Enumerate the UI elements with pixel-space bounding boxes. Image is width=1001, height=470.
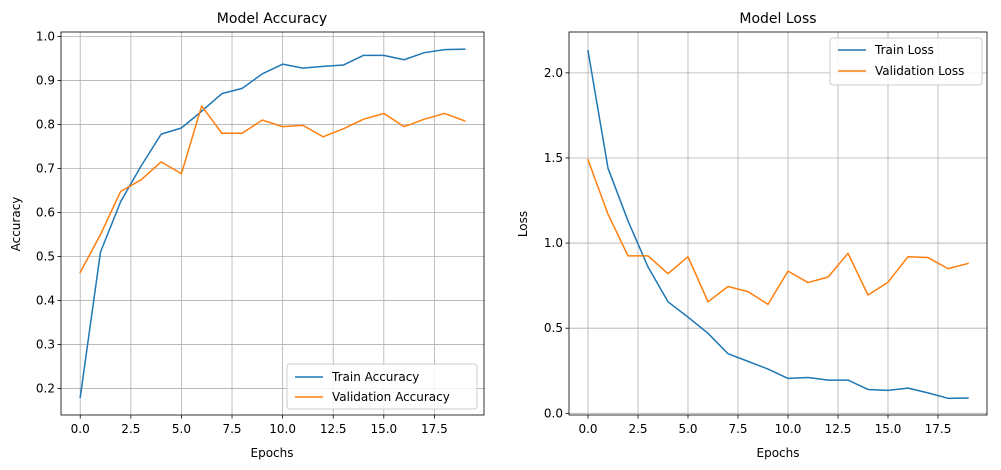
accuracy-legend-box (286, 363, 478, 410)
loss-series-train-line (587, 49, 969, 400)
accuracy-grid (61, 32, 484, 415)
loss-legend: Train Loss Validation Loss (829, 37, 983, 86)
accuracy-y-tick-label: 1.0 (36, 29, 55, 43)
loss-x-tick-label: 5.0 (678, 422, 697, 436)
accuracy-x-tick-label: 15.0 (370, 422, 397, 436)
accuracy-x-tick-label: 5.0 (172, 422, 191, 436)
accuracy-series (79, 48, 466, 399)
loss-x-tick-label: 17.5 (925, 422, 952, 436)
accuracy-x-tick-label: 2.5 (121, 422, 140, 436)
loss-series (587, 49, 969, 400)
loss-x-tick-label: 15.0 (875, 422, 902, 436)
loss-legend-label-validation: Validation Loss (875, 64, 964, 78)
accuracy-y-tick-label: 0.9 (36, 73, 55, 87)
accuracy-x-tick-label: 17.5 (421, 422, 448, 436)
accuracy-legend: Train Accuracy Validation Accuracy (286, 363, 478, 410)
accuracy-legend-label-train: Train Accuracy (331, 370, 419, 384)
accuracy-series-train-line (79, 48, 466, 399)
loss-chart: 0.0 2.5 5.0 7.5 10.0 12.5 15.0 17.5 0.0 0.5 1.0 1.5… (516, 11, 988, 460)
accuracy-y-tick-label: 0.8 (36, 117, 55, 131)
loss-x-axis-label: Epochs (757, 446, 800, 460)
loss-x-tick-label: 0.0 (578, 422, 597, 436)
accuracy-x-axis-label: Epochs (251, 446, 294, 460)
accuracy-y-tick-label: 0.2 (36, 382, 55, 396)
accuracy-y-tick-label: 0.3 (36, 338, 55, 352)
loss-x-tick-label: 7.5 (728, 422, 747, 436)
loss-x-tick-label: 10.0 (775, 422, 802, 436)
loss-ticks: 0.0 2.5 5.0 7.5 10.0 12.5 15.0 17.5 0.0 0.5 1.0 1.5… (544, 66, 951, 436)
loss-x-tick-label: 2.5 (628, 422, 647, 436)
loss-axes-frame (568, 31, 988, 416)
loss-y-tick-label: 0.5 (544, 321, 563, 335)
accuracy-ticks: 0.0 2.5 5.0 7.5 10.0 12.5 15.0 17.5 0.2 0.3 0.4 0.5… (36, 29, 448, 436)
loss-y-tick-label: 2.0 (544, 66, 563, 80)
accuracy-x-tick-label: 0.0 (71, 422, 90, 436)
accuracy-y-tick-label: 0.6 (36, 205, 55, 219)
loss-chart-title: Model Loss (739, 11, 816, 27)
accuracy-series-validation-line (79, 105, 466, 274)
accuracy-x-tick-label: 10.0 (269, 422, 296, 436)
accuracy-y-axis-label: Accuracy (9, 197, 23, 252)
loss-y-tick-label: 1.5 (544, 151, 563, 165)
accuracy-y-tick-label: 0.5 (36, 250, 55, 264)
accuracy-axes-frame (60, 31, 485, 416)
accuracy-legend-label-validation: Validation Accuracy (332, 390, 450, 404)
accuracy-x-tick-label: 7.5 (222, 422, 241, 436)
loss-grid (569, 32, 987, 415)
loss-y-axis-label: Loss (516, 211, 530, 237)
accuracy-y-tick-label: 0.4 (36, 294, 55, 308)
loss-legend-label-train: Train Loss (874, 43, 934, 57)
accuracy-x-tick-label: 12.5 (320, 422, 347, 436)
loss-y-tick-label: 1.0 (544, 236, 563, 250)
loss-x-tick-label: 12.5 (825, 422, 852, 436)
accuracy-chart: 0.0 2.5 5.0 7.5 10.0 12.5 15.0 17.5 0.2 0.3 0.4 0.5… (9, 11, 485, 460)
loss-series-validation-line (587, 158, 969, 306)
loss-y-tick-label: 0.0 (544, 406, 563, 420)
accuracy-y-tick-label: 0.7 (36, 161, 55, 175)
accuracy-chart-title: Model Accuracy (217, 11, 327, 27)
loss-legend-box (829, 37, 983, 86)
